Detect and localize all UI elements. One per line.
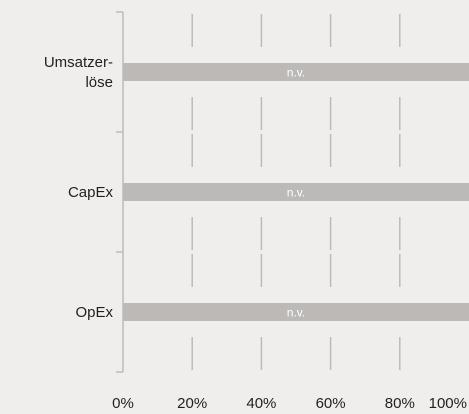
bar <box>123 183 469 201</box>
x-tick-label: 60% <box>316 395 346 412</box>
bar-data-label: n.v. <box>287 66 305 80</box>
bar-layer: n.v. n.v. n.v. <box>123 63 469 321</box>
bar-data-label: n.v. <box>287 306 305 320</box>
category-label: OpEx <box>75 304 113 321</box>
x-tick-label: 80% <box>385 395 415 412</box>
x-tick-label: 0% <box>112 395 134 412</box>
x-tick-label-layer: 0% 20% 40% 60% 80% 100% <box>112 395 467 412</box>
x-tick-label: 40% <box>246 395 276 412</box>
category-label-layer: Umsatzer-löse CapEx OpEx <box>44 54 114 321</box>
bar <box>123 63 469 81</box>
category-label: Umsatzer-löse <box>44 54 113 91</box>
x-tick-label: 20% <box>177 395 207 412</box>
category-label: CapEx <box>68 184 114 201</box>
x-tick-label: 100% <box>429 395 467 412</box>
bar <box>123 303 469 321</box>
bar-data-label: n.v. <box>287 186 305 200</box>
